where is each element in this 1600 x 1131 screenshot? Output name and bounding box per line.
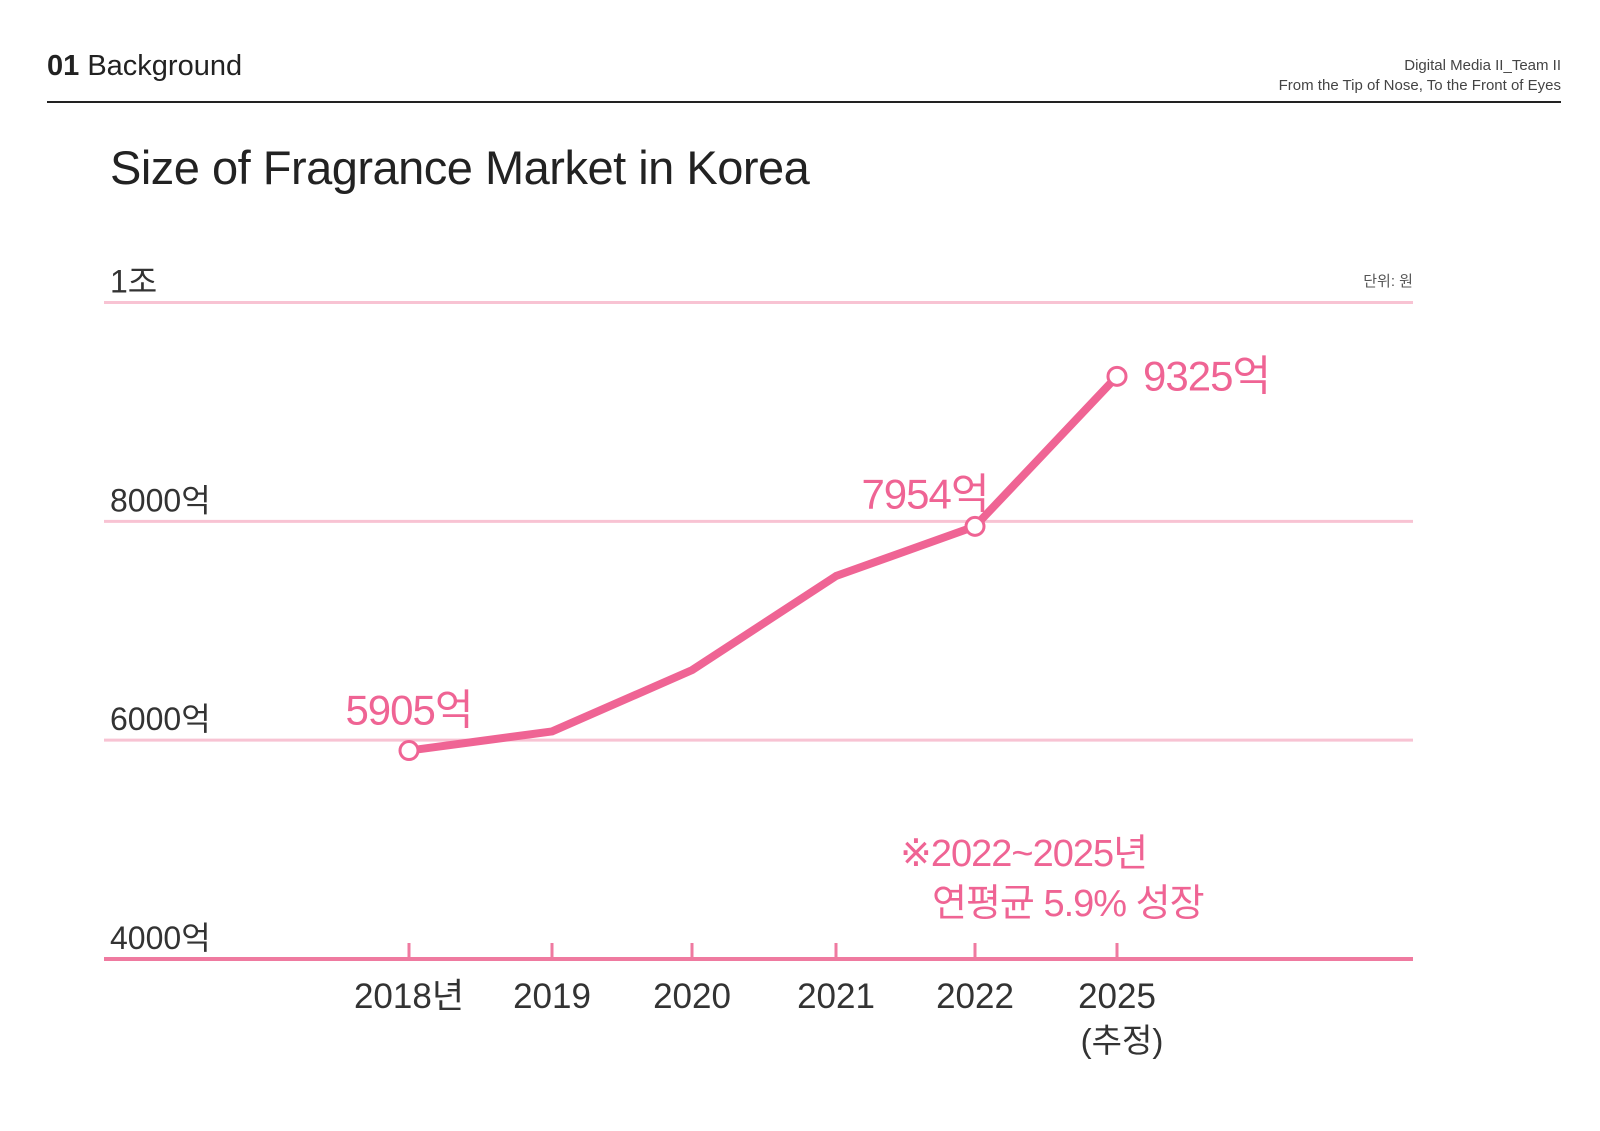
x-tick-label: 2020: [653, 977, 731, 1016]
series-line: [405, 372, 1121, 755]
header-info: Digital Media II_Team II From the Tip of…: [1279, 56, 1561, 96]
unit-label: 단위: 원: [1363, 273, 1413, 290]
course-name: Digital Media II_Team II: [1404, 57, 1561, 74]
y-tick-label: 6000억: [110, 701, 211, 737]
x-tick-label: 2019: [513, 977, 591, 1016]
data-label: 9325억: [1143, 352, 1270, 399]
data-point-marker: [1106, 365, 1128, 387]
project-name: From the Tip of Nose, To the Front of Ey…: [1278, 77, 1561, 94]
y-tick-label: 1조: [110, 264, 157, 300]
x-tick-label: 2025: [1078, 977, 1156, 1016]
section-title: 01 Background: [47, 50, 243, 82]
data-label: 7954억: [861, 470, 988, 517]
chart-title: Size of Fragrance Market in Korea: [110, 141, 810, 194]
x-tick-label: 2022: [936, 977, 1014, 1016]
y-tick-label: 4000억: [110, 920, 211, 956]
data-label: 5905억: [345, 687, 472, 734]
data-point-marker: [398, 740, 420, 762]
data-point-marker: [964, 515, 986, 537]
header-divider: [47, 101, 1561, 103]
x-tick-label: 2018년: [354, 977, 464, 1016]
x-tick-label: 2021: [797, 977, 875, 1016]
x-tick-sublabel: (추정): [1081, 1022, 1164, 1059]
y-tick-label: 8000억: [110, 482, 211, 518]
growth-annotation-line1: ※2022~2025년: [900, 833, 1147, 875]
growth-annotation-line2: 연평균 5.9% 성장: [932, 883, 1204, 925]
